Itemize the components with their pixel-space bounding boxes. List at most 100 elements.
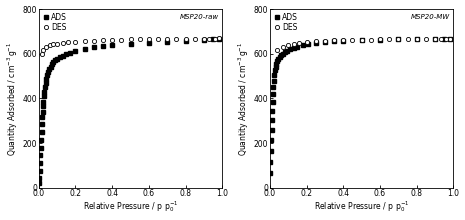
ADS — [274, 62, 279, 65]
DES — [280, 46, 286, 48]
Legend: ADS, DES: ADS, DES — [272, 11, 299, 33]
ADS — [40, 101, 46, 103]
DES — [297, 42, 302, 45]
ADS — [295, 46, 300, 48]
DES — [332, 39, 337, 42]
ADS — [273, 65, 279, 68]
ADS — [275, 60, 280, 62]
X-axis label: Relative Pressure / p $\mathregular{p_0^{-1}}$: Relative Pressure / p $\mathregular{p_0^… — [314, 200, 409, 214]
DES — [60, 42, 66, 44]
ADS — [306, 43, 311, 46]
Line: ADS: ADS — [37, 37, 220, 185]
ADS — [447, 37, 452, 40]
DES — [65, 41, 71, 44]
ADS — [210, 38, 216, 41]
ADS — [287, 48, 293, 51]
ADS — [269, 128, 274, 131]
ADS — [53, 59, 58, 62]
ADS — [277, 55, 283, 58]
ADS — [432, 38, 438, 40]
ADS — [128, 43, 133, 45]
DES — [432, 37, 438, 40]
DES — [100, 39, 106, 41]
ADS — [73, 50, 78, 53]
ADS — [377, 38, 383, 41]
ADS — [146, 42, 152, 44]
ADS — [46, 68, 52, 71]
ADS — [51, 61, 56, 64]
ADS — [38, 146, 44, 149]
ADS — [332, 40, 337, 42]
DES — [423, 38, 429, 40]
DES — [304, 41, 309, 44]
ADS — [41, 95, 46, 97]
ADS — [39, 131, 44, 133]
ADS — [276, 58, 281, 60]
ADS — [272, 69, 278, 72]
DES — [414, 38, 419, 40]
ADS — [183, 40, 188, 42]
ADS — [201, 39, 207, 41]
Legend: ADS, DES: ADS, DES — [41, 11, 68, 33]
ADS — [43, 81, 48, 84]
X-axis label: Relative Pressure / p $\mathregular{p_0^{-1}}$: Relative Pressure / p $\mathregular{p_0^… — [83, 200, 178, 214]
DES — [386, 38, 392, 41]
DES — [359, 38, 365, 41]
ADS — [280, 52, 286, 55]
DES — [39, 53, 44, 55]
ADS — [82, 48, 87, 51]
DES — [447, 37, 452, 40]
ADS — [441, 37, 447, 40]
DES — [192, 37, 198, 40]
DES — [350, 38, 355, 41]
ADS — [272, 74, 277, 76]
Y-axis label: Quantity Adsorbed / $\mathregular{cm^{-3}\,g^{-1}}$: Quantity Adsorbed / $\mathregular{cm^{-3… — [237, 41, 251, 156]
ADS — [300, 44, 306, 47]
ADS — [54, 57, 60, 60]
ADS — [291, 47, 297, 49]
DES — [146, 38, 152, 40]
ADS — [49, 63, 55, 66]
ADS — [270, 101, 275, 103]
DES — [443, 37, 449, 40]
ADS — [60, 54, 66, 57]
ADS — [42, 90, 47, 93]
ADS — [313, 42, 319, 44]
ADS — [57, 55, 63, 58]
ADS — [42, 86, 48, 89]
ADS — [165, 41, 170, 43]
DES — [405, 38, 410, 40]
DES — [91, 39, 97, 42]
ADS — [40, 110, 46, 113]
ADS — [340, 39, 346, 42]
DES — [119, 38, 124, 41]
Line: DES: DES — [40, 36, 221, 56]
Text: MSP20-raw: MSP20-raw — [179, 15, 219, 20]
DES — [183, 37, 188, 40]
ADS — [322, 40, 328, 43]
DES — [43, 46, 49, 48]
DES — [73, 40, 78, 43]
ADS — [44, 78, 49, 80]
ADS — [40, 116, 45, 119]
DES — [165, 38, 170, 40]
DES — [82, 40, 87, 42]
DES — [322, 39, 328, 42]
DES — [286, 44, 291, 47]
ADS — [267, 172, 273, 174]
ADS — [268, 138, 274, 141]
DES — [340, 39, 346, 41]
DES — [438, 37, 444, 40]
ADS — [46, 71, 51, 74]
ADS — [271, 86, 276, 88]
ADS — [40, 105, 46, 108]
Text: MSP20-MW: MSP20-MW — [411, 15, 450, 20]
ADS — [37, 162, 43, 165]
DES — [396, 38, 401, 40]
DES — [155, 38, 161, 40]
ADS — [100, 45, 106, 48]
DES — [109, 38, 115, 41]
Line: DES: DES — [275, 37, 452, 52]
ADS — [269, 109, 275, 112]
DES — [201, 37, 207, 40]
